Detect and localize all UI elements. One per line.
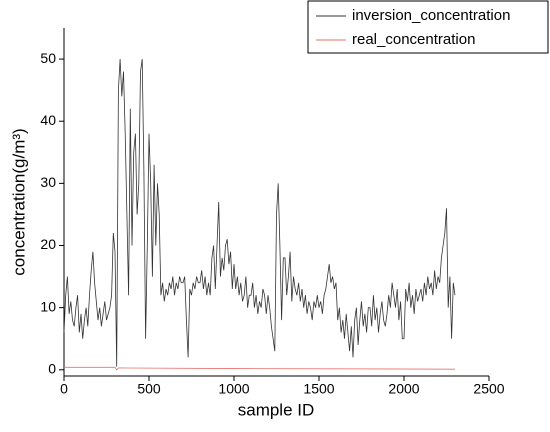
legend-box <box>307 0 549 54</box>
y-tick-label: 50 <box>40 50 56 66</box>
legend-label: real_concentration <box>352 31 475 48</box>
y-tick-label: 30 <box>40 174 56 190</box>
legend-label: inversion_concentration <box>352 7 510 24</box>
y-tick-label: 40 <box>40 112 56 128</box>
x-tick-label: 2500 <box>473 381 504 397</box>
x-tick-label: 0 <box>60 381 68 397</box>
y-tick-label: 10 <box>40 298 56 314</box>
x-axis-label: sample ID <box>238 400 315 419</box>
y-tick-label: 20 <box>40 236 56 252</box>
series-line <box>63 59 456 367</box>
x-tick-label: 1500 <box>303 381 334 397</box>
x-tick-label: 500 <box>137 381 161 397</box>
series-line <box>64 366 456 371</box>
y-tick-label: 0 <box>48 360 56 376</box>
x-tick-label: 2000 <box>388 381 419 397</box>
x-tick-label: 1000 <box>218 381 249 397</box>
y-axis-label: concentration(g/m³) <box>9 128 28 275</box>
